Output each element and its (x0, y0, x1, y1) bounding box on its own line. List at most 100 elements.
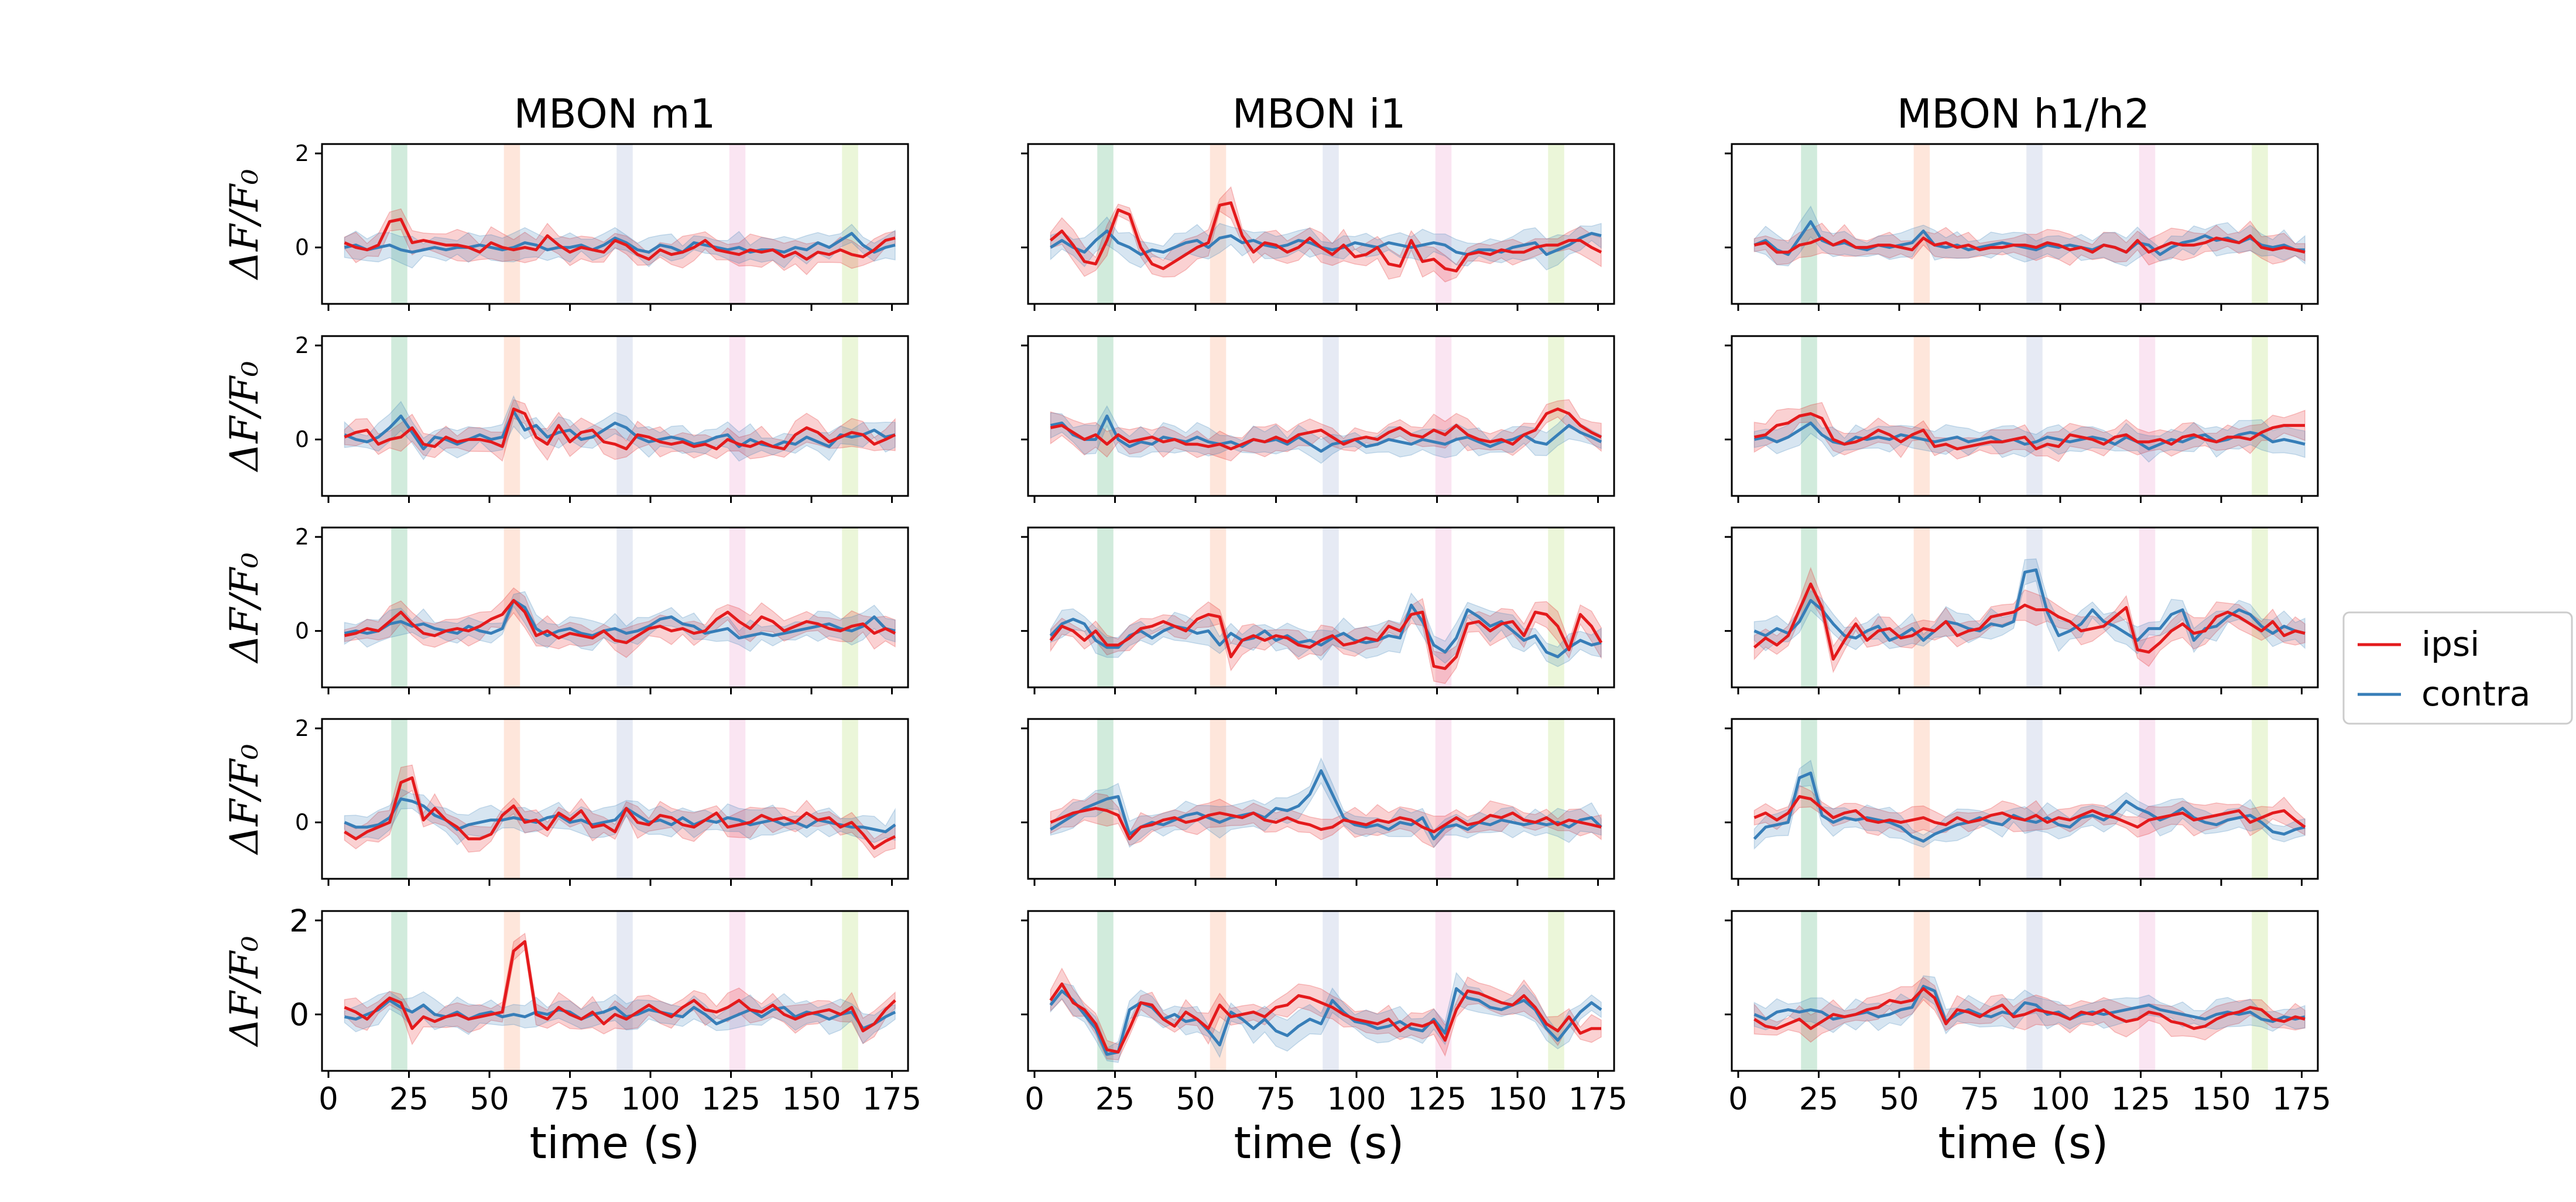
x-tick-label: 25 (1799, 1081, 1838, 1117)
stimulus-window-4 (842, 719, 858, 879)
y-tick-label: 0 (295, 810, 309, 835)
x-tick-label: 0 (1025, 1081, 1044, 1117)
x-tick-label: 50 (1176, 1081, 1215, 1117)
panel-r0-c1 (1021, 143, 1615, 311)
stimulus-window-3 (1435, 336, 1452, 496)
stimulus-window-2 (1323, 144, 1339, 304)
axes-frame (1731, 335, 2319, 497)
legend: ipsi contra (2342, 611, 2573, 725)
stimulus-window-4 (2252, 144, 2268, 304)
stimulus-window-0 (1097, 144, 1114, 304)
y-tick-label: 2 (295, 715, 309, 741)
x-tick-label: 50 (1879, 1081, 1919, 1117)
series-line-ipsi (344, 407, 896, 451)
series-line-ipsi (1049, 982, 1601, 1054)
y-tick-label: 0 (289, 998, 309, 1033)
stimulus-window-4 (2252, 719, 2268, 879)
axes-frame (1731, 526, 2319, 689)
stimulus-window-2 (1323, 911, 1339, 1071)
stimulus-window-3 (2139, 336, 2156, 496)
stimulus-window-2 (616, 719, 633, 879)
x-axis-labels: time (s) time (s) time (s) (530, 1117, 2109, 1169)
x-tick-label: 125 (701, 1081, 761, 1117)
stimulus-window-3 (1435, 144, 1452, 304)
stimulus-window-4 (1548, 719, 1564, 879)
stimulus-window-4 (2252, 336, 2268, 496)
stimulus-window-3 (729, 144, 746, 304)
confidence-band-contra (344, 224, 896, 269)
stimulus-window-4 (842, 528, 858, 687)
series-line-contra (1050, 415, 1602, 453)
stimulus-window-2 (2026, 336, 2043, 496)
series-line-ipsi (1753, 987, 2306, 1030)
stimulus-window-1 (1913, 336, 1930, 496)
stimulus-window-0 (391, 528, 407, 687)
series-line-contra (344, 999, 896, 1030)
stimulus-window-1 (503, 719, 520, 879)
panel-r4-c0: 0 2 0 25 50 75 100 125 150 175 (289, 903, 922, 1117)
x-axis-label-col-1: time (s) (1234, 1117, 1405, 1169)
stimulus-window-2 (1323, 528, 1339, 687)
panel-r0-c0: 02 (295, 141, 909, 311)
stimulus-window-0 (391, 911, 407, 1071)
x-tick-label: 25 (1095, 1081, 1135, 1117)
confidence-band-ipsi (1753, 567, 2306, 674)
plot-area (1753, 719, 2306, 879)
stimulus-window-3 (729, 911, 746, 1071)
y-axis-label-row-4: ΔF/F₀ (222, 936, 267, 1048)
series-line-ipsi (1753, 234, 2306, 254)
confidence-band-contra (344, 591, 896, 652)
series-line-ipsi (1049, 201, 1602, 273)
series-line-ipsi (344, 599, 896, 645)
axes-frame (1731, 143, 2319, 305)
legend-label-contra: contra (2421, 674, 2530, 714)
y-tick-label: 2 (295, 333, 309, 358)
y-tick-label: 0 (295, 427, 309, 453)
series-line-contra (344, 410, 896, 451)
x-tick-label: 75 (1960, 1081, 1999, 1117)
plot-area (1050, 336, 1602, 496)
axes-frame (321, 526, 909, 689)
stimulus-window-4 (1548, 911, 1564, 1071)
series-line-contra (344, 232, 896, 254)
panel-r1-c1 (1021, 335, 1615, 503)
plot-area (1753, 528, 2306, 687)
stimulus-window-4 (842, 336, 858, 496)
confidence-band-ipsi (344, 764, 896, 858)
x-axis-label-col-0: time (s) (530, 1117, 700, 1169)
panel-r1-c0: 02 (295, 333, 909, 503)
y-axis-label-row-2: ΔF/F₀ (222, 553, 267, 665)
stimulus-window-3 (2139, 528, 2156, 687)
series-line-ipsi (1049, 611, 1603, 670)
y-axis-label-row-3: ΔF/F₀ (222, 744, 267, 856)
panel-r4-c1: 0 25 50 75 100 125 150 175 (1021, 910, 1628, 1117)
stimulus-window-0 (1801, 528, 1817, 687)
series-line-ipsi (1753, 412, 2305, 451)
series-line-ipsi (1753, 795, 2306, 829)
y-tick-label: 0 (295, 235, 309, 261)
stimulus-window-4 (2252, 911, 2268, 1071)
y-tick-label: 2 (295, 524, 309, 550)
plot-area (1049, 528, 1603, 687)
series-line-ipsi (1050, 807, 1602, 841)
confidence-band-ipsi (1753, 220, 2306, 266)
axes-frame (321, 910, 909, 1072)
stimulus-window-2 (2026, 144, 2043, 304)
panel-r2-c0: 02 (295, 524, 909, 694)
plot-area (1753, 336, 2306, 496)
stimulus-window-4 (842, 144, 858, 304)
series-line-contra (1753, 771, 2306, 843)
stimulus-window-1 (503, 144, 520, 304)
confidence-band-ipsi (1050, 793, 1602, 848)
series-line-contra (1049, 604, 1602, 659)
panel-r2-c1 (1021, 526, 1615, 694)
confidence-band-ipsi (1753, 977, 2306, 1043)
series-line-contra (344, 599, 896, 640)
x-tick-label: 125 (1407, 1081, 1467, 1117)
plot-area (1753, 911, 2306, 1071)
axes-frame (321, 335, 909, 497)
confidence-band-contra (1753, 759, 2306, 850)
x-tick-label: 25 (389, 1081, 429, 1117)
plot-area (344, 528, 896, 687)
y-axis-label-row-0: ΔF/F₀ (222, 169, 267, 281)
